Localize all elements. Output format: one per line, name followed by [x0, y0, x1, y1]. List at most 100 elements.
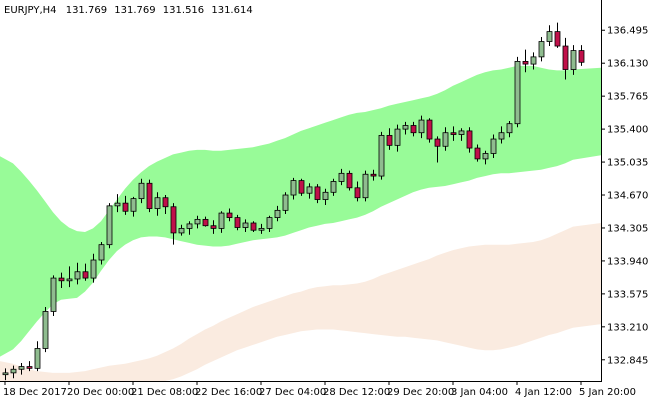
- candle-body-down: [26, 366, 33, 369]
- candle-body-up: [194, 218, 201, 225]
- candle-body-up: [106, 205, 113, 246]
- candle-body-down: [82, 271, 89, 279]
- candle-body-up: [34, 348, 41, 369]
- candle-body-down: [554, 31, 561, 47]
- candle: [82, 263, 89, 281]
- candle: [122, 195, 129, 215]
- candle-body-down: [450, 132, 457, 135]
- candle: [274, 205, 281, 222]
- candle-body-up: [490, 138, 497, 154]
- candle: [306, 183, 313, 199]
- candle: [138, 178, 145, 204]
- candle-body-up: [458, 130, 465, 135]
- ohlc-open: 131.769: [66, 5, 107, 16]
- candle-body-down: [250, 222, 257, 231]
- candle-body-up: [482, 153, 489, 160]
- candle: [442, 127, 449, 151]
- candle: [538, 37, 545, 62]
- candle: [218, 211, 225, 233]
- candle-body-up: [154, 197, 161, 209]
- candle-body-up: [42, 311, 49, 349]
- candle-body-up: [74, 271, 81, 280]
- candle-body-up: [290, 180, 297, 196]
- x-tick-label: 21 Dec 08:00: [131, 387, 198, 398]
- x-tick-label: 27 Dec 04:00: [259, 387, 326, 398]
- candle-body-down: [426, 119, 433, 140]
- y-tick-label: 136.130: [607, 59, 648, 70]
- candle: [410, 121, 417, 137]
- candle: [458, 128, 465, 141]
- candle: [282, 192, 289, 214]
- candle: [450, 126, 457, 141]
- candle-body-down: [370, 173, 377, 177]
- candle: [10, 365, 17, 379]
- candle-body-up: [306, 186, 313, 194]
- candle-body-down: [562, 45, 569, 70]
- candle: [466, 127, 473, 153]
- candle: [42, 306, 49, 353]
- x-tick-label: 3 Jan 04:00: [451, 387, 508, 398]
- candle-body-down: [234, 217, 241, 228]
- candle-body-down: [434, 138, 441, 147]
- candle: [74, 262, 81, 285]
- candle: [234, 214, 241, 231]
- candle-body-down: [170, 206, 177, 234]
- candle-body-up: [362, 173, 369, 199]
- candle-body-down: [354, 187, 361, 199]
- candle: [322, 188, 329, 205]
- y-tick-label: 135.400: [607, 125, 648, 136]
- symbol-info: EURJPY,H4 131.769 131.769 131.516 131.61…: [4, 5, 253, 16]
- candle: [346, 170, 353, 191]
- candle: [242, 219, 249, 233]
- candle-body-up: [10, 368, 17, 374]
- candle-body-up: [114, 202, 121, 207]
- candle-body-down: [210, 225, 217, 229]
- x-tick-label: 18 Dec 2017: [3, 387, 67, 398]
- candle: [130, 196, 137, 217]
- candle-body-up: [402, 125, 409, 130]
- candle-body-up: [322, 191, 329, 200]
- candle: [18, 362, 25, 375]
- symbol-timeframe: EURJPY,H4: [4, 5, 57, 16]
- candle-body-down: [146, 182, 153, 209]
- candle: [546, 25, 553, 47]
- y-tick-label: 135.765: [607, 92, 648, 103]
- candle-body-down: [202, 218, 209, 227]
- candle: [314, 184, 321, 204]
- candle-body-up: [498, 132, 505, 140]
- y-tick-label: 135.035: [607, 158, 648, 169]
- candle: [194, 215, 201, 229]
- candle: [354, 181, 361, 202]
- candle: [474, 144, 481, 162]
- candle-body-down: [346, 172, 353, 189]
- candle: [394, 124, 401, 152]
- candle: [490, 134, 497, 158]
- candle: [530, 52, 537, 70]
- candle: [106, 203, 113, 249]
- candle: [178, 224, 185, 236]
- candle: [386, 128, 393, 150]
- candle: [562, 37, 569, 80]
- band-layer: [0, 65, 601, 381]
- candle: [298, 178, 305, 196]
- candle: [554, 22, 561, 48]
- y-tick-label: 134.305: [607, 223, 648, 234]
- candle: [290, 177, 297, 200]
- x-tick-label: 20 Dec 00:00: [67, 387, 134, 398]
- candle: [522, 49, 529, 73]
- candle-body-up: [282, 194, 289, 211]
- candle: [498, 126, 505, 144]
- candle-body-up: [90, 259, 97, 279]
- y-tick-label: 133.940: [607, 256, 648, 267]
- lower-band-area: [0, 223, 601, 381]
- candle-body-up: [394, 128, 401, 146]
- candle-body-up: [418, 119, 425, 134]
- candle: [66, 266, 73, 288]
- upper-band-area: [0, 65, 601, 357]
- y-tick-label: 133.210: [607, 322, 648, 333]
- y-tick-label: 133.575: [607, 289, 648, 300]
- y-tick-label: 134.670: [607, 191, 648, 202]
- candle-body-up: [546, 31, 553, 42]
- candle: [58, 272, 65, 289]
